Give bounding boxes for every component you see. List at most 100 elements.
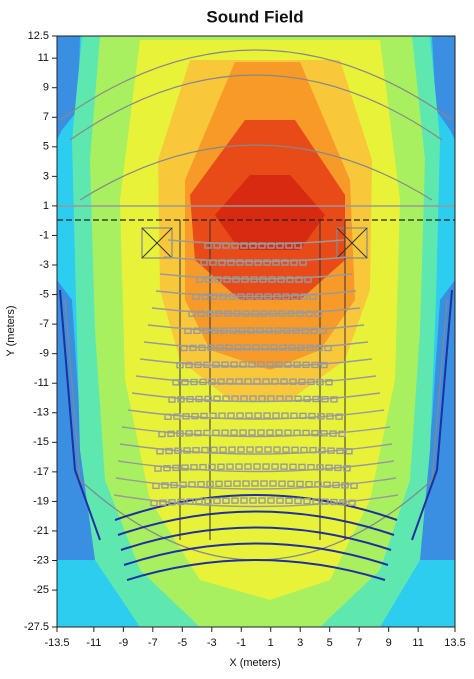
seat (253, 463, 261, 470)
seat (221, 429, 229, 436)
seat (228, 293, 236, 300)
seat (235, 463, 243, 470)
seat (233, 480, 241, 487)
seat (251, 480, 259, 487)
seat (163, 465, 171, 472)
seat (218, 259, 226, 266)
seat (278, 480, 286, 487)
seat (190, 464, 198, 471)
seat (312, 395, 320, 403)
y-tick-label: -3 (39, 259, 49, 271)
y-tick-label: 5 (43, 141, 49, 153)
seat (213, 395, 221, 402)
y-tick-label: -5 (39, 288, 49, 300)
y-tick-label: -13 (33, 407, 49, 419)
x-tick-label: 7 (356, 637, 362, 649)
seat (258, 395, 266, 402)
seat (226, 378, 234, 385)
seat (332, 481, 340, 489)
seat (243, 344, 251, 351)
seat (273, 293, 281, 300)
seat (190, 378, 198, 386)
seat (267, 395, 275, 402)
seat (216, 344, 224, 351)
x-tick-label: 11 (412, 637, 423, 649)
seat (152, 482, 160, 490)
seat (319, 327, 327, 335)
seat (296, 310, 304, 317)
seat (269, 310, 277, 317)
seat (241, 276, 249, 283)
seat (336, 447, 344, 455)
seat (321, 498, 329, 505)
chart-title: Sound Field (206, 7, 303, 26)
seat (284, 429, 292, 436)
seat (224, 480, 232, 487)
seat (220, 327, 228, 334)
seat (310, 327, 318, 334)
seat (305, 310, 313, 317)
seat (183, 447, 191, 454)
seat (226, 463, 234, 470)
seat (312, 498, 320, 505)
x-tick-label: -5 (177, 637, 187, 649)
seat-row (127, 409, 385, 420)
seat (309, 446, 317, 454)
seat (280, 463, 288, 470)
seat (232, 276, 240, 283)
seat (311, 429, 319, 437)
seat (199, 378, 207, 386)
seat (318, 447, 326, 454)
y-axis-label: Y (meters) (5, 305, 17, 356)
seat (305, 480, 313, 488)
seat (325, 379, 333, 386)
seat (240, 395, 248, 402)
seat (207, 344, 215, 351)
seat (231, 497, 239, 504)
seat (188, 481, 196, 488)
y-tick-label: 1 (43, 200, 49, 212)
y-tick-label: 12.5 (28, 30, 49, 42)
seat (217, 463, 225, 470)
seat (229, 327, 237, 334)
y-tick-label: -15 (33, 436, 49, 448)
x-axis-label: X (meters) (229, 657, 280, 669)
seat (302, 361, 310, 368)
seat (195, 498, 203, 505)
seat (350, 482, 358, 489)
seat (206, 480, 214, 488)
x-tick-label: -9 (118, 637, 128, 649)
seat (172, 464, 180, 472)
seat (177, 396, 185, 403)
seat (211, 327, 219, 334)
seat (176, 361, 184, 369)
seat (252, 344, 260, 351)
seat (199, 463, 207, 471)
seat (260, 310, 268, 317)
seat (282, 293, 290, 300)
seat (202, 327, 210, 334)
seat (168, 499, 176, 506)
seat (239, 361, 247, 368)
seat (298, 378, 306, 385)
seat (215, 310, 223, 317)
y-tick-label: 7 (43, 111, 49, 123)
seat (274, 327, 282, 334)
seat (291, 446, 299, 454)
seat (251, 310, 259, 317)
seat (325, 464, 333, 471)
seat (324, 344, 332, 352)
seat (185, 361, 193, 369)
y-tick-label: -11 (34, 377, 49, 389)
seat (282, 446, 290, 453)
seat (257, 361, 265, 368)
seat (338, 430, 346, 438)
seat (281, 259, 289, 266)
seat (213, 242, 221, 249)
seat (222, 395, 230, 402)
seat (228, 446, 236, 453)
seat-row (159, 273, 353, 280)
seat (264, 293, 272, 300)
seat (335, 413, 343, 420)
seat (271, 378, 279, 385)
